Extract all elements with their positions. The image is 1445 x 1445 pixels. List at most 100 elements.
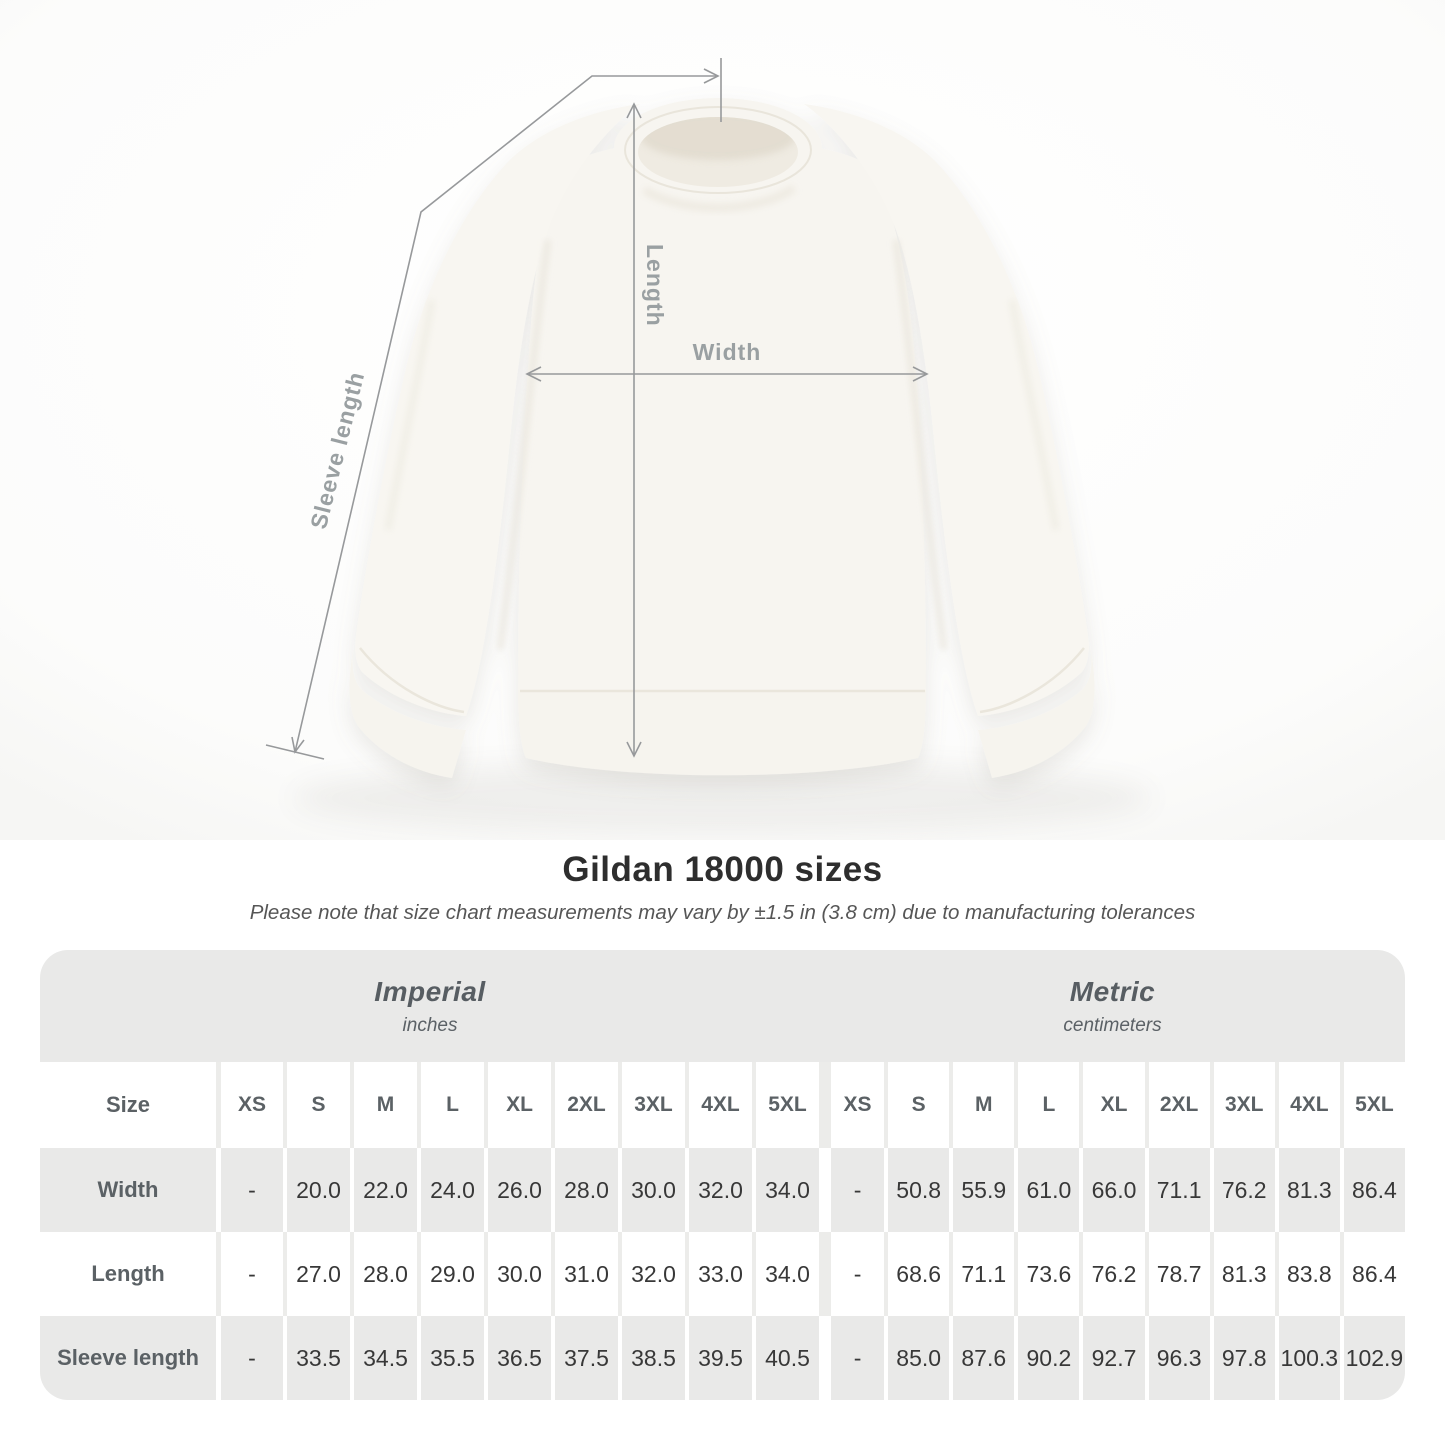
value-cell-imperial: 38.5 [618, 1316, 685, 1400]
value-cell-metric: 86.4 [1339, 1148, 1405, 1232]
unit-header-row: Imperial inches Metric centimeters [40, 950, 1405, 1062]
right-cuff-seam [979, 647, 1085, 714]
left-sleeve-fold [385, 299, 435, 531]
value-cell-metric: 92.7 [1079, 1316, 1144, 1400]
value-cell-metric: - [819, 1316, 884, 1400]
size-table: Imperial inches Metric centimeters Size X… [40, 950, 1405, 1400]
value-cell-imperial: 37.5 [551, 1316, 618, 1400]
right-sleeve [804, 104, 1089, 716]
value-cell-metric: 50.8 [884, 1148, 949, 1232]
value-cell-imperial: 35.5 [417, 1316, 484, 1400]
value-cell-imperial: 36.5 [484, 1316, 551, 1400]
value-cell-metric: 100.3 [1274, 1316, 1340, 1400]
row-label: Length [91, 1261, 165, 1286]
value-cell-imperial: 28.0 [551, 1148, 618, 1232]
width-left-arrowhead [525, 366, 542, 382]
value-cell-imperial: - [216, 1316, 283, 1400]
value-cell-imperial: 24.0 [417, 1148, 484, 1232]
value-cell-metric: 83.8 [1274, 1232, 1340, 1316]
measurement-row-sleeve-length: Sleeve length -33.5 34.5 35.5 36.5 37.5 38.5 39… [40, 1316, 1405, 1400]
value-cell-metric: 102.9 [1339, 1316, 1405, 1400]
measurement-rows: Width -20.0 22.0 24.0 26.0 28.0 30.0 32.0 34.0-5… [40, 1148, 1405, 1400]
right-armhole-seam [893, 239, 947, 651]
collar-seam [624, 106, 812, 194]
value-cell-imperial: 34.5 [350, 1316, 417, 1400]
size-header-metric: XL [1079, 1062, 1144, 1148]
imperial-unit: inches [402, 1014, 458, 1036]
value-cell-imperial: 28.0 [350, 1232, 417, 1316]
ground-shadow [292, 762, 1152, 834]
value-cell-imperial: 33.0 [685, 1232, 752, 1316]
value-cell-metric: 96.3 [1144, 1316, 1210, 1400]
value-cell-imperial: 40.5 [752, 1316, 819, 1400]
value-cell-imperial: 20.0 [283, 1148, 350, 1232]
value-cell-metric: 87.6 [949, 1316, 1014, 1400]
right-sleeve-fold [1009, 299, 1059, 531]
size-header-imperial: XS [216, 1062, 283, 1148]
value-cell-imperial: 22.0 [350, 1148, 417, 1232]
metric-header: Metric centimeters [820, 950, 1405, 1062]
sleeve-top-arrowhead [703, 68, 720, 84]
value-cell-metric: 90.2 [1014, 1316, 1079, 1400]
measurement-lines [265, 58, 929, 760]
size-header-metric: M [949, 1062, 1014, 1148]
page-title: Gildan 18000 sizes [562, 850, 883, 889]
value-cell-imperial: 30.0 [618, 1148, 685, 1232]
sweatshirt [349, 98, 1095, 778]
value-cell-metric: 55.9 [949, 1148, 1014, 1232]
value-cell-metric: 97.8 [1209, 1316, 1275, 1400]
value-cell-imperial: - [216, 1148, 283, 1232]
value-cell-imperial: 30.0 [484, 1232, 551, 1316]
imperial-title: Imperial [374, 975, 486, 1007]
size-header-imperial: 2XL [551, 1062, 618, 1148]
value-cell-imperial: 34.0 [752, 1232, 819, 1316]
width-right-arrowhead [912, 366, 929, 382]
size-header-row: Size XS S M L XL 2XL 3XL 4XL 5XL XS S M L XL 2XL 3XL 4XL 5… [40, 1062, 1405, 1148]
size-header-imperial: 3XL [618, 1062, 685, 1148]
size-header-imperial: XL [484, 1062, 551, 1148]
sleeve-bottom-terminator [265, 744, 325, 760]
size-header-imperial: 4XL [685, 1062, 752, 1148]
value-cell-metric: 76.2 [1079, 1232, 1144, 1316]
row-label: Width [97, 1177, 159, 1202]
value-cell-imperial: - [216, 1232, 283, 1316]
size-header-imperial: L [417, 1062, 484, 1148]
metric-title: Metric [1069, 975, 1156, 1007]
value-cell-metric: - [819, 1148, 884, 1232]
value-cell-metric: - [819, 1232, 884, 1316]
length-label: Length [642, 244, 668, 327]
value-cell-imperial: 32.0 [618, 1232, 685, 1316]
value-cell-metric: 73.6 [1014, 1232, 1079, 1316]
waistband [518, 690, 926, 776]
value-cell-imperial: 27.0 [283, 1232, 350, 1316]
value-cell-imperial: 29.0 [417, 1232, 484, 1316]
value-cell-metric: 85.0 [884, 1316, 949, 1400]
value-cell-metric: 81.3 [1209, 1232, 1275, 1316]
size-header-metric: XS [819, 1062, 884, 1148]
left-sleeve [355, 104, 640, 716]
value-cell-metric: 71.1 [949, 1232, 1014, 1316]
width-label: Width [693, 339, 762, 365]
value-cell-metric: 61.0 [1014, 1148, 1079, 1232]
collar-under-shadow [641, 184, 797, 212]
tolerance-note: Please note that size chart measurements… [249, 901, 1196, 924]
left-cuff-seam [359, 647, 465, 714]
right-cuff [978, 636, 1095, 778]
length-bottom-arrowhead [626, 741, 642, 758]
size-header-metric: 5XL [1339, 1062, 1405, 1148]
row-label: Sleeve length [57, 1345, 199, 1370]
value-cell-imperial: 34.0 [752, 1148, 819, 1232]
value-cell-imperial: 32.0 [685, 1148, 752, 1232]
value-cell-imperial: 33.5 [283, 1316, 350, 1400]
size-header-imperial: S [283, 1062, 350, 1148]
value-cell-metric: 76.2 [1209, 1148, 1275, 1232]
length-top-arrowhead [626, 102, 642, 119]
value-cell-metric: 78.7 [1144, 1232, 1210, 1316]
size-header-imperial: 5XL [752, 1062, 819, 1148]
left-armhole-seam [497, 239, 551, 651]
value-cell-metric: 66.0 [1079, 1148, 1144, 1232]
measurement-row-length: Length -27.0 28.0 29.0 30.0 31.0 32.0 33.0 34.0-… [40, 1232, 1405, 1316]
size-header-imperial: M [350, 1062, 417, 1148]
sweatshirt-measurement-diagram: Length Width Sleeve length [0, 0, 1445, 840]
